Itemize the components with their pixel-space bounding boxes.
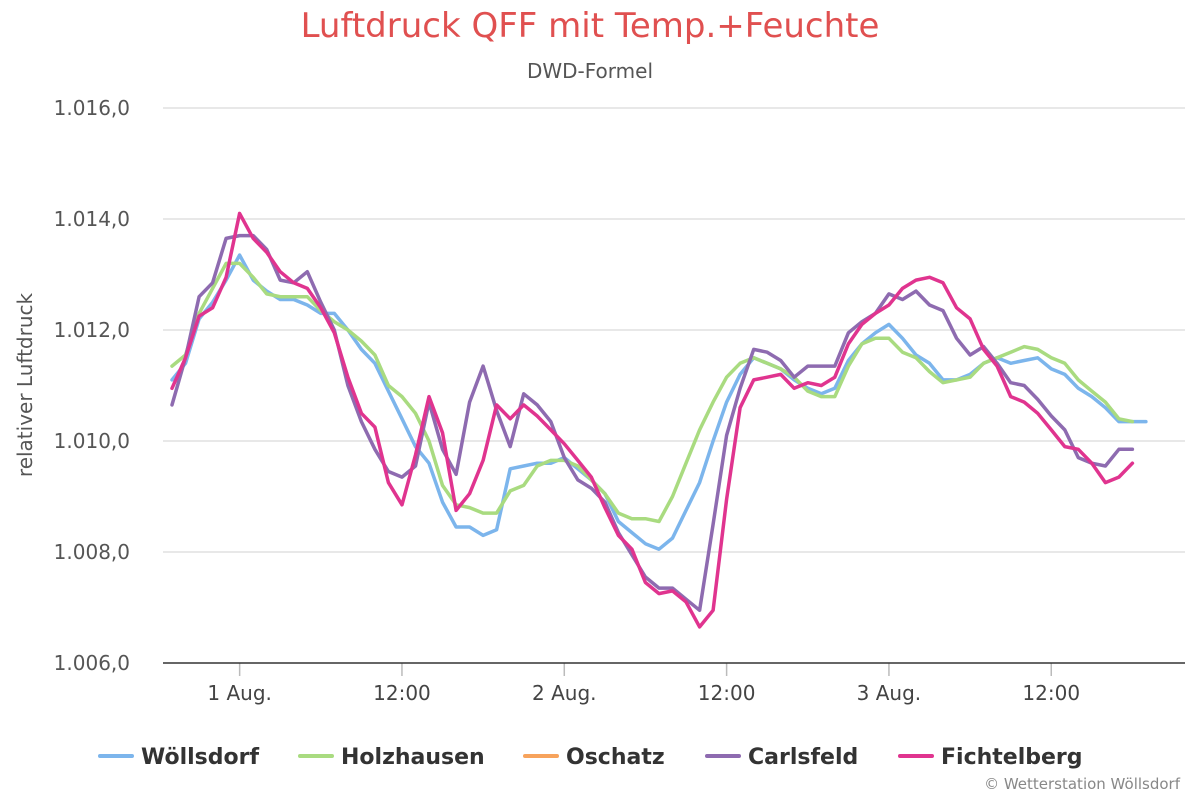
- y-tick-label: 1.008,0: [54, 540, 130, 564]
- series-lines: [170, 211, 1148, 629]
- legend-item-carlsfeld[interactable]: Carlsfeld: [705, 745, 858, 770]
- series-line-fichtelberg[interactable]: [170, 211, 1135, 629]
- x-tick-label: 12:00: [1022, 681, 1080, 705]
- legend-label: Holzhausen: [341, 745, 485, 770]
- y-tick-label: 1.012,0: [54, 318, 130, 342]
- y-axis-label: relativer Luftdruck: [13, 292, 37, 477]
- x-tick-label: 12:00: [373, 681, 431, 705]
- x-axis-ticks: 1 Aug. 12:00 2 Aug. 12:00 3 Aug. 12:00: [207, 663, 1080, 705]
- legend-item-fichtelberg[interactable]: Fichtelberg: [898, 745, 1083, 770]
- x-tick-label: 2 Aug.: [532, 681, 597, 705]
- credits-text[interactable]: © Wetterstation Wöllsdorf: [984, 775, 1181, 793]
- series-line-holzhausen[interactable]: [170, 261, 1135, 524]
- grid-lines: [163, 107, 1185, 553]
- legend-item-woellsdorf[interactable]: Wöllsdorf: [98, 745, 259, 770]
- x-tick-label: 3 Aug.: [857, 681, 922, 705]
- legend-item-holzhausen[interactable]: Holzhausen: [298, 745, 485, 770]
- legend-label: Oschatz: [566, 745, 665, 770]
- legend: Wöllsdorf Holzhausen Oschatz Carlsfeld Ficht…: [98, 745, 1083, 770]
- legend-label: Carlsfeld: [748, 745, 858, 770]
- legend-label: Wöllsdorf: [141, 745, 259, 770]
- x-tick-label: 1 Aug.: [207, 681, 272, 705]
- y-tick-label: 1.016,0: [54, 96, 130, 120]
- chart-subtitle: DWD-Formel: [527, 59, 653, 83]
- y-tick-label: 1.014,0: [54, 207, 130, 231]
- legend-label: Fichtelberg: [941, 745, 1083, 770]
- chart-title: Luftdruck QFF mit Temp.+Feuchte: [301, 6, 880, 46]
- y-tick-label: 1.006,0: [54, 651, 130, 675]
- legend-item-oschatz[interactable]: Oschatz: [523, 745, 665, 770]
- series-line-carlsfeld[interactable]: [170, 233, 1135, 613]
- y-tick-label: 1.010,0: [54, 429, 130, 453]
- x-tick-label: 12:00: [698, 681, 756, 705]
- y-axis-ticks: 1.006,0 1.008,0 1.010,0 1.012,0 1.014,0 1.016…: [54, 96, 130, 675]
